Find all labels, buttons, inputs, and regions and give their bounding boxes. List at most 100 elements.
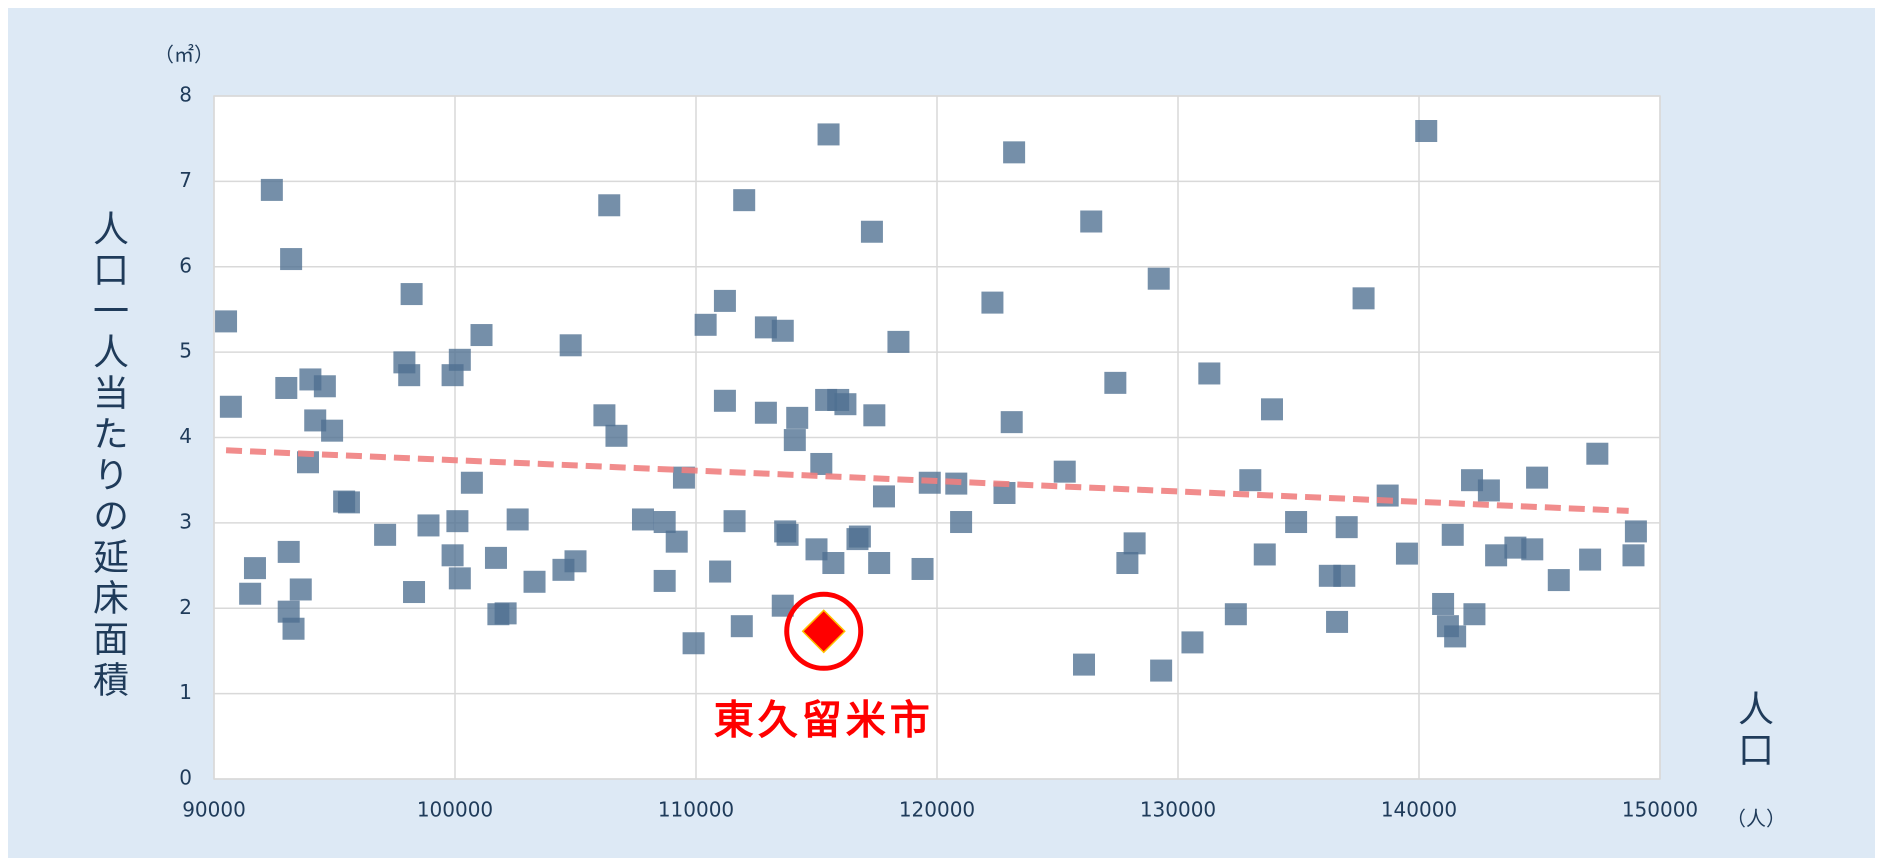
- x-tick-label: 90000: [182, 798, 246, 822]
- point: [1285, 511, 1308, 534]
- point: [1335, 516, 1358, 539]
- x-tick-label: 110000: [658, 798, 734, 822]
- point: [872, 485, 895, 508]
- point: [631, 508, 654, 531]
- point: [786, 406, 809, 429]
- y-tick-label: 7: [179, 168, 192, 192]
- point: [665, 530, 688, 553]
- point: [1352, 287, 1375, 310]
- point: [783, 429, 806, 452]
- point: [1053, 460, 1076, 483]
- point: [887, 330, 910, 353]
- y-unit: （㎡）: [154, 43, 214, 67]
- y-tick-label: 5: [179, 339, 192, 363]
- point: [215, 310, 238, 333]
- point: [863, 404, 886, 427]
- point: [1485, 544, 1508, 567]
- point: [754, 316, 777, 339]
- point: [1198, 362, 1221, 385]
- point: [282, 617, 305, 640]
- point: [289, 578, 312, 601]
- point: [337, 491, 360, 514]
- point: [1239, 469, 1262, 492]
- y-tick-label: 8: [179, 83, 192, 107]
- point: [564, 550, 587, 573]
- point: [1003, 141, 1026, 164]
- point: [1000, 411, 1023, 434]
- point: [1104, 371, 1127, 394]
- x-tick-label: 120000: [899, 798, 975, 822]
- point: [605, 424, 628, 447]
- point: [1547, 569, 1570, 592]
- point: [304, 409, 327, 432]
- point: [1441, 523, 1464, 546]
- point: [448, 348, 471, 371]
- point: [776, 523, 799, 546]
- y-tick-label: 1: [179, 680, 192, 704]
- x-tick-label: 150000: [1622, 798, 1698, 822]
- point: [1181, 631, 1204, 654]
- point: [446, 510, 469, 533]
- point: [403, 581, 426, 604]
- x-tick-label: 130000: [1140, 798, 1216, 822]
- point: [598, 194, 621, 217]
- point: [398, 364, 421, 387]
- point: [1080, 210, 1103, 233]
- point: [1150, 659, 1173, 682]
- point: [1224, 603, 1247, 626]
- point: [1432, 592, 1455, 615]
- point: [277, 600, 300, 623]
- point: [860, 220, 883, 243]
- point: [911, 557, 934, 580]
- point: [993, 481, 1016, 504]
- point: [280, 248, 303, 271]
- point: [1477, 479, 1500, 502]
- point: [374, 523, 397, 546]
- point: [441, 544, 464, 567]
- point: [1333, 564, 1356, 587]
- point: [460, 471, 483, 494]
- point: [1444, 625, 1467, 648]
- highlight-label: 東久留米市: [714, 697, 934, 743]
- point: [313, 375, 336, 398]
- x-axis-label: 人口: [1732, 690, 1773, 772]
- y-axis-label: 人口一人当たりの延床面積: [87, 210, 129, 702]
- point: [593, 404, 616, 427]
- point: [448, 567, 471, 590]
- point: [470, 324, 493, 347]
- point: [1622, 544, 1645, 567]
- point: [950, 511, 973, 534]
- point: [1624, 520, 1647, 543]
- point: [219, 395, 242, 418]
- point: [1526, 466, 1549, 489]
- point: [822, 552, 845, 575]
- point: [848, 525, 871, 548]
- point: [868, 552, 891, 575]
- point: [1395, 542, 1418, 565]
- point: [713, 289, 736, 312]
- point: [1461, 469, 1484, 492]
- point: [723, 510, 746, 533]
- point: [981, 291, 1004, 314]
- highlight-ring: [784, 591, 864, 671]
- point: [1260, 398, 1283, 421]
- point: [1116, 552, 1139, 575]
- y-tick-label: 0: [179, 766, 192, 790]
- point: [1073, 653, 1096, 676]
- point: [1579, 548, 1602, 571]
- point: [559, 334, 582, 357]
- point: [805, 538, 828, 561]
- point: [417, 514, 440, 537]
- point: [1415, 120, 1438, 143]
- point: [1504, 536, 1527, 559]
- point: [1326, 610, 1349, 633]
- y-tick-label: 6: [179, 253, 192, 277]
- point: [523, 570, 546, 593]
- point: [260, 178, 283, 201]
- x-tick-label: 100000: [417, 798, 493, 822]
- x-unit: （人）: [1726, 807, 1786, 831]
- point: [1521, 538, 1544, 561]
- point: [754, 401, 777, 424]
- point: [682, 632, 705, 655]
